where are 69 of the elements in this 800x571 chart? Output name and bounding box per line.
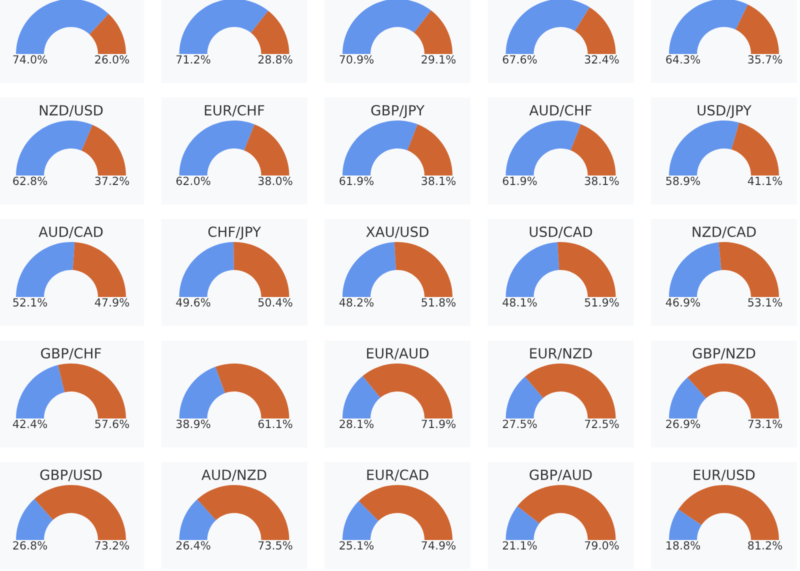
data-label: 27.5% (502, 420, 537, 428)
data-label: 29.1% (422, 55, 456, 64)
chart-title: GBP/AUD (530, 470, 592, 482)
chart-title: USD/JPY (698, 105, 752, 118)
data-label: 50.4% (258, 298, 292, 307)
data-label: 51.8% (422, 298, 456, 307)
chart-title: EUR/CHF (204, 105, 264, 117)
data-label: 61.1% (258, 420, 292, 428)
data-label: 47.9% (94, 298, 130, 307)
data-label: 46.9% (666, 298, 700, 307)
chart-title: AUD/CAD (38, 226, 103, 238)
data-label: 74.9% (422, 541, 456, 550)
data-label: 52.1% (13, 298, 48, 307)
data-label: 79.0% (585, 541, 619, 550)
data-label: 73.2% (95, 541, 130, 550)
data-label: 61.9% (502, 176, 537, 186)
data-label: 62.0% (176, 176, 210, 186)
chart-title: EUR/CAD (367, 470, 428, 482)
chart-title: CHF/JPY (208, 226, 262, 240)
data-label: 62.8% (13, 176, 48, 186)
chart-title: GBP/NZD (692, 348, 756, 360)
chart-title: NZD/USD (40, 105, 103, 117)
chart-title: EUR/USD (694, 470, 755, 482)
data-label: 38.9% (176, 420, 210, 428)
data-label: 18.8% (666, 541, 700, 550)
data-label: 73.5% (258, 541, 292, 550)
data-label: 38.1% (422, 176, 456, 186)
chart-title: NZD/CAD (692, 226, 756, 238)
chart-title: AUD/CHF (529, 105, 592, 117)
data-label: 64.3% (666, 55, 700, 64)
chart-title: GBP/JPY (371, 105, 425, 118)
chart-title: EUR/AUD (367, 348, 428, 360)
data-label: 71.9% (422, 420, 456, 428)
data-label: 32.4% (584, 55, 619, 64)
data-label: 26.9% (666, 420, 700, 428)
data-label: 38.0% (258, 176, 292, 186)
data-label: 28.8% (258, 55, 292, 64)
data-label: 71.2% (176, 55, 210, 64)
chart-title: EUR/NZD (530, 348, 592, 360)
data-label: 28.1% (340, 420, 374, 428)
data-label: 38.1% (584, 176, 619, 186)
data-label: 67.6% (502, 55, 537, 64)
chart-title: GBP/CHF (41, 348, 101, 360)
data-label: 26.4% (176, 541, 210, 550)
data-label: 25.1% (340, 541, 374, 550)
chart-title: XAU/USD (366, 226, 428, 238)
data-label: 35.7% (748, 55, 782, 64)
data-label: 70.9% (340, 55, 374, 64)
chart-title: GBP/USD (40, 470, 102, 482)
data-label: 74.0% (13, 55, 48, 64)
data-label: 81.2% (748, 541, 782, 550)
data-label: 26.0% (95, 55, 130, 64)
data-label: 51.9% (584, 298, 619, 307)
data-label: 41.1% (748, 176, 782, 186)
data-label: 21.1% (502, 541, 537, 550)
data-label: 48.2% (339, 298, 374, 307)
data-label: 48.1% (502, 298, 537, 307)
data-label: 57.6% (95, 420, 130, 428)
data-label: 37.2% (95, 176, 130, 186)
data-label: 26.8% (13, 541, 48, 550)
chart-title: USD/CAD (530, 226, 592, 238)
data-label: 73.1% (748, 420, 782, 428)
data-label: 42.4% (12, 420, 48, 428)
data-label: 49.6% (176, 298, 210, 307)
data-label: 58.9% (666, 176, 700, 186)
data-label: 72.5% (585, 420, 619, 428)
data-label: 61.9% (340, 176, 374, 186)
data-label: 53.1% (748, 298, 782, 307)
chart-title: AUD/NZD (202, 470, 266, 482)
